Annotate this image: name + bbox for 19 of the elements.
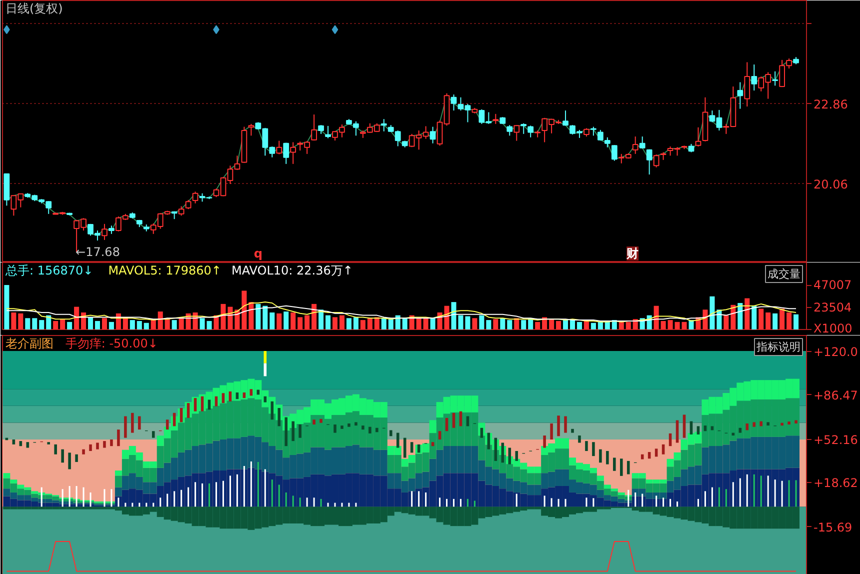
y-tick-label: 20.06 xyxy=(814,177,848,192)
y-tick-label: X1000 xyxy=(814,322,852,336)
y-tick-label: +120.0 xyxy=(814,345,858,360)
y-tick-label: 22.86 xyxy=(814,97,848,112)
annotation: ←17.68 xyxy=(76,244,120,259)
series-label: 总手: 156870↓ xyxy=(4,264,94,278)
y-tick-label: +18.62 xyxy=(814,476,858,490)
annotation: q xyxy=(254,246,262,260)
annotation: 财 xyxy=(626,246,639,260)
y-tick-label: +86.47 xyxy=(814,388,858,402)
y-tick-label: +52.16 xyxy=(814,432,858,447)
text: MAVOL5: 179860↑ xyxy=(108,264,222,278)
chart-title: 日线(复权) xyxy=(5,2,63,16)
y-tick-label: -15.69 xyxy=(814,520,852,534)
text: MAVOL10: 22.36万↑ xyxy=(231,264,353,278)
annotation: 成交量 xyxy=(768,268,800,280)
chart-title: 老介副图 xyxy=(5,336,54,350)
y-tick-label: 47007 xyxy=(814,278,852,292)
y-tick-label: 23504 xyxy=(814,300,852,314)
